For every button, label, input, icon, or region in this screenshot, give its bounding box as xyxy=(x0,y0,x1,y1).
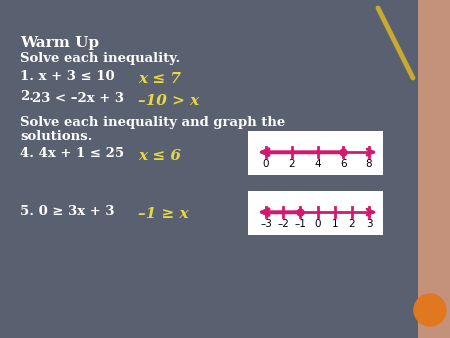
Text: –3: –3 xyxy=(260,219,272,229)
Bar xyxy=(248,191,383,235)
Text: Warm Up: Warm Up xyxy=(20,36,99,50)
Circle shape xyxy=(414,294,446,326)
Text: Solve each inequality.: Solve each inequality. xyxy=(20,52,180,65)
Text: –10 > x: –10 > x xyxy=(138,94,199,108)
Text: 5. 0 ≥ 3x + 3: 5. 0 ≥ 3x + 3 xyxy=(20,205,114,218)
Text: 6: 6 xyxy=(340,159,346,169)
Text: 2: 2 xyxy=(288,159,295,169)
Text: 4. 4x + 1 ≤ 25: 4. 4x + 1 ≤ 25 xyxy=(20,147,124,160)
Text: 2: 2 xyxy=(348,219,355,229)
Text: 23 < –2x + 3: 23 < –2x + 3 xyxy=(32,92,124,105)
Text: 8: 8 xyxy=(366,159,372,169)
Text: x ≤ 6: x ≤ 6 xyxy=(138,149,181,163)
Text: 3: 3 xyxy=(366,219,372,229)
Bar xyxy=(418,0,450,338)
Text: –2: –2 xyxy=(277,219,289,229)
Text: Solve each inequality and graph the: Solve each inequality and graph the xyxy=(20,116,285,129)
Bar xyxy=(248,131,383,175)
Text: 0: 0 xyxy=(314,219,321,229)
Text: solutions.: solutions. xyxy=(20,130,92,143)
Text: 0: 0 xyxy=(263,159,269,169)
Text: –1: –1 xyxy=(294,219,306,229)
Text: x ≤ 7: x ≤ 7 xyxy=(138,72,181,86)
Text: 1: 1 xyxy=(331,219,338,229)
Text: 1. x + 3 ≤ 10: 1. x + 3 ≤ 10 xyxy=(20,70,115,83)
Text: 2.: 2. xyxy=(20,90,34,103)
Text: 4: 4 xyxy=(314,159,321,169)
Text: –1 ≥ x: –1 ≥ x xyxy=(138,207,189,221)
